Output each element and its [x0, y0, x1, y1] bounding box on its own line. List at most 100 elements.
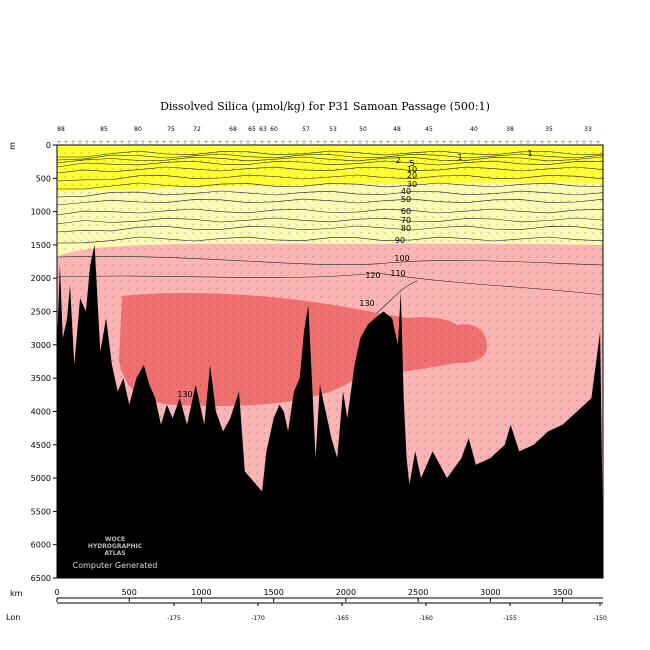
- station-marker: +: [133, 139, 138, 146]
- station-label: 75: [167, 126, 175, 133]
- lon-tick-label: -165: [335, 615, 349, 622]
- station-marker: +: [504, 139, 509, 146]
- station-marker: +: [560, 139, 565, 146]
- station-marker: +: [224, 139, 229, 146]
- station-marker: +: [518, 139, 523, 146]
- station-marker: +: [252, 139, 257, 146]
- contour-line: [56, 153, 604, 161]
- station-label: 72: [193, 126, 201, 133]
- station-marker: +: [112, 139, 117, 146]
- station-marker: +: [392, 139, 397, 146]
- contour-line: [56, 217, 604, 225]
- y-tick-label: 6000: [31, 541, 51, 550]
- station-label: 80: [134, 126, 142, 133]
- station-marker: +: [189, 139, 194, 146]
- station-marker: +: [546, 139, 551, 146]
- y-axis-unit: m: [8, 142, 17, 150]
- station-marker: +: [371, 139, 376, 146]
- station-marker: +: [98, 139, 103, 146]
- contour-label: 130: [359, 299, 374, 308]
- y-tick-label: 1000: [31, 208, 51, 217]
- contour-line: [56, 272, 604, 296]
- station-label: 63: [259, 126, 267, 133]
- station-marker: +: [280, 139, 285, 146]
- x-axis-unit: km: [10, 589, 23, 598]
- contour-label: 20: [407, 171, 417, 180]
- station-marker: +: [574, 139, 579, 146]
- station-marker: +: [336, 139, 341, 146]
- station-label: 88: [57, 126, 65, 133]
- contour-label: 110: [390, 269, 405, 278]
- contour-line: [57, 182, 604, 190]
- station-marker: +: [182, 139, 187, 146]
- x-tick-label: 2000: [336, 588, 356, 597]
- watermark-text: WOCE: [105, 536, 125, 543]
- lon-tick-label: -155: [503, 615, 517, 622]
- station-marker: +: [154, 139, 159, 146]
- station-marker: +: [448, 139, 453, 146]
- footer-text: Computer Generated: [73, 561, 158, 570]
- station-marker: +: [245, 139, 250, 146]
- station-marker: +: [511, 139, 516, 146]
- station-marker: +: [378, 139, 383, 146]
- station-label: 40: [470, 126, 478, 133]
- station-marker: +: [273, 139, 278, 146]
- station-marker: +: [420, 139, 425, 146]
- station-marker: +: [140, 139, 145, 146]
- y-tick-label: 2000: [31, 274, 51, 283]
- contour-line: [56, 166, 604, 174]
- contour-label: 60: [401, 207, 411, 216]
- contour-label: 100: [394, 254, 409, 263]
- contour-label: 120: [365, 271, 380, 280]
- y-tick-label: 3000: [31, 341, 51, 350]
- station-marker: +: [462, 139, 467, 146]
- station-marker: +: [322, 139, 327, 146]
- station-marker: +: [490, 139, 495, 146]
- x-tick-label: 3000: [480, 588, 500, 597]
- y-tick-label: 3500: [31, 374, 51, 383]
- station-marker: +: [385, 139, 390, 146]
- station-marker: +: [469, 139, 474, 146]
- station-marker: +: [588, 139, 593, 146]
- chart-title: Dissolved Silica (µmol/kg) for P31 Samoa…: [160, 100, 490, 113]
- station-marker: +: [147, 139, 152, 146]
- x-tick-label: 3500: [552, 588, 572, 597]
- x-tick-label: 500: [122, 588, 137, 597]
- lon-tick-label: -170: [251, 615, 265, 622]
- y-tick-label: 2500: [31, 308, 51, 317]
- station-marker: +: [427, 139, 432, 146]
- station-marker: +: [434, 139, 439, 146]
- lon-tick-label: -175: [167, 615, 181, 622]
- station-marker: +: [315, 139, 320, 146]
- station-marker: +: [441, 139, 446, 146]
- station-marker: +: [175, 139, 180, 146]
- contour-label: 5: [409, 159, 414, 168]
- contour-line: [376, 280, 418, 314]
- station-marker: +: [532, 139, 537, 146]
- contour-label: 30: [407, 180, 417, 189]
- contour-label: 80: [401, 224, 411, 233]
- station-marker: +: [567, 139, 572, 146]
- x-tick-label: 2500: [408, 588, 428, 597]
- watermark-text: HYDROGRAPHIC: [88, 543, 143, 550]
- x-tick-label: 1000: [191, 588, 211, 597]
- station-marker: +: [217, 139, 222, 146]
- station-marker: +: [203, 139, 208, 146]
- station-marker: +: [525, 139, 530, 146]
- station-marker: +: [63, 139, 68, 146]
- station-marker: +: [287, 139, 292, 146]
- contour-line: [56, 208, 604, 216]
- y-tick-label: 500: [36, 174, 51, 183]
- station-label: 57: [302, 126, 310, 133]
- station-marker: +: [329, 139, 334, 146]
- station-marker: +: [105, 139, 110, 146]
- contour-line: [56, 256, 604, 266]
- station-marker: +: [56, 139, 61, 146]
- contour-label: 10: [407, 165, 417, 174]
- station-marker: +: [399, 139, 404, 146]
- station-marker: +: [539, 139, 544, 146]
- station-label: 33: [584, 126, 592, 133]
- station-marker: +: [294, 139, 299, 146]
- station-marker: +: [343, 139, 348, 146]
